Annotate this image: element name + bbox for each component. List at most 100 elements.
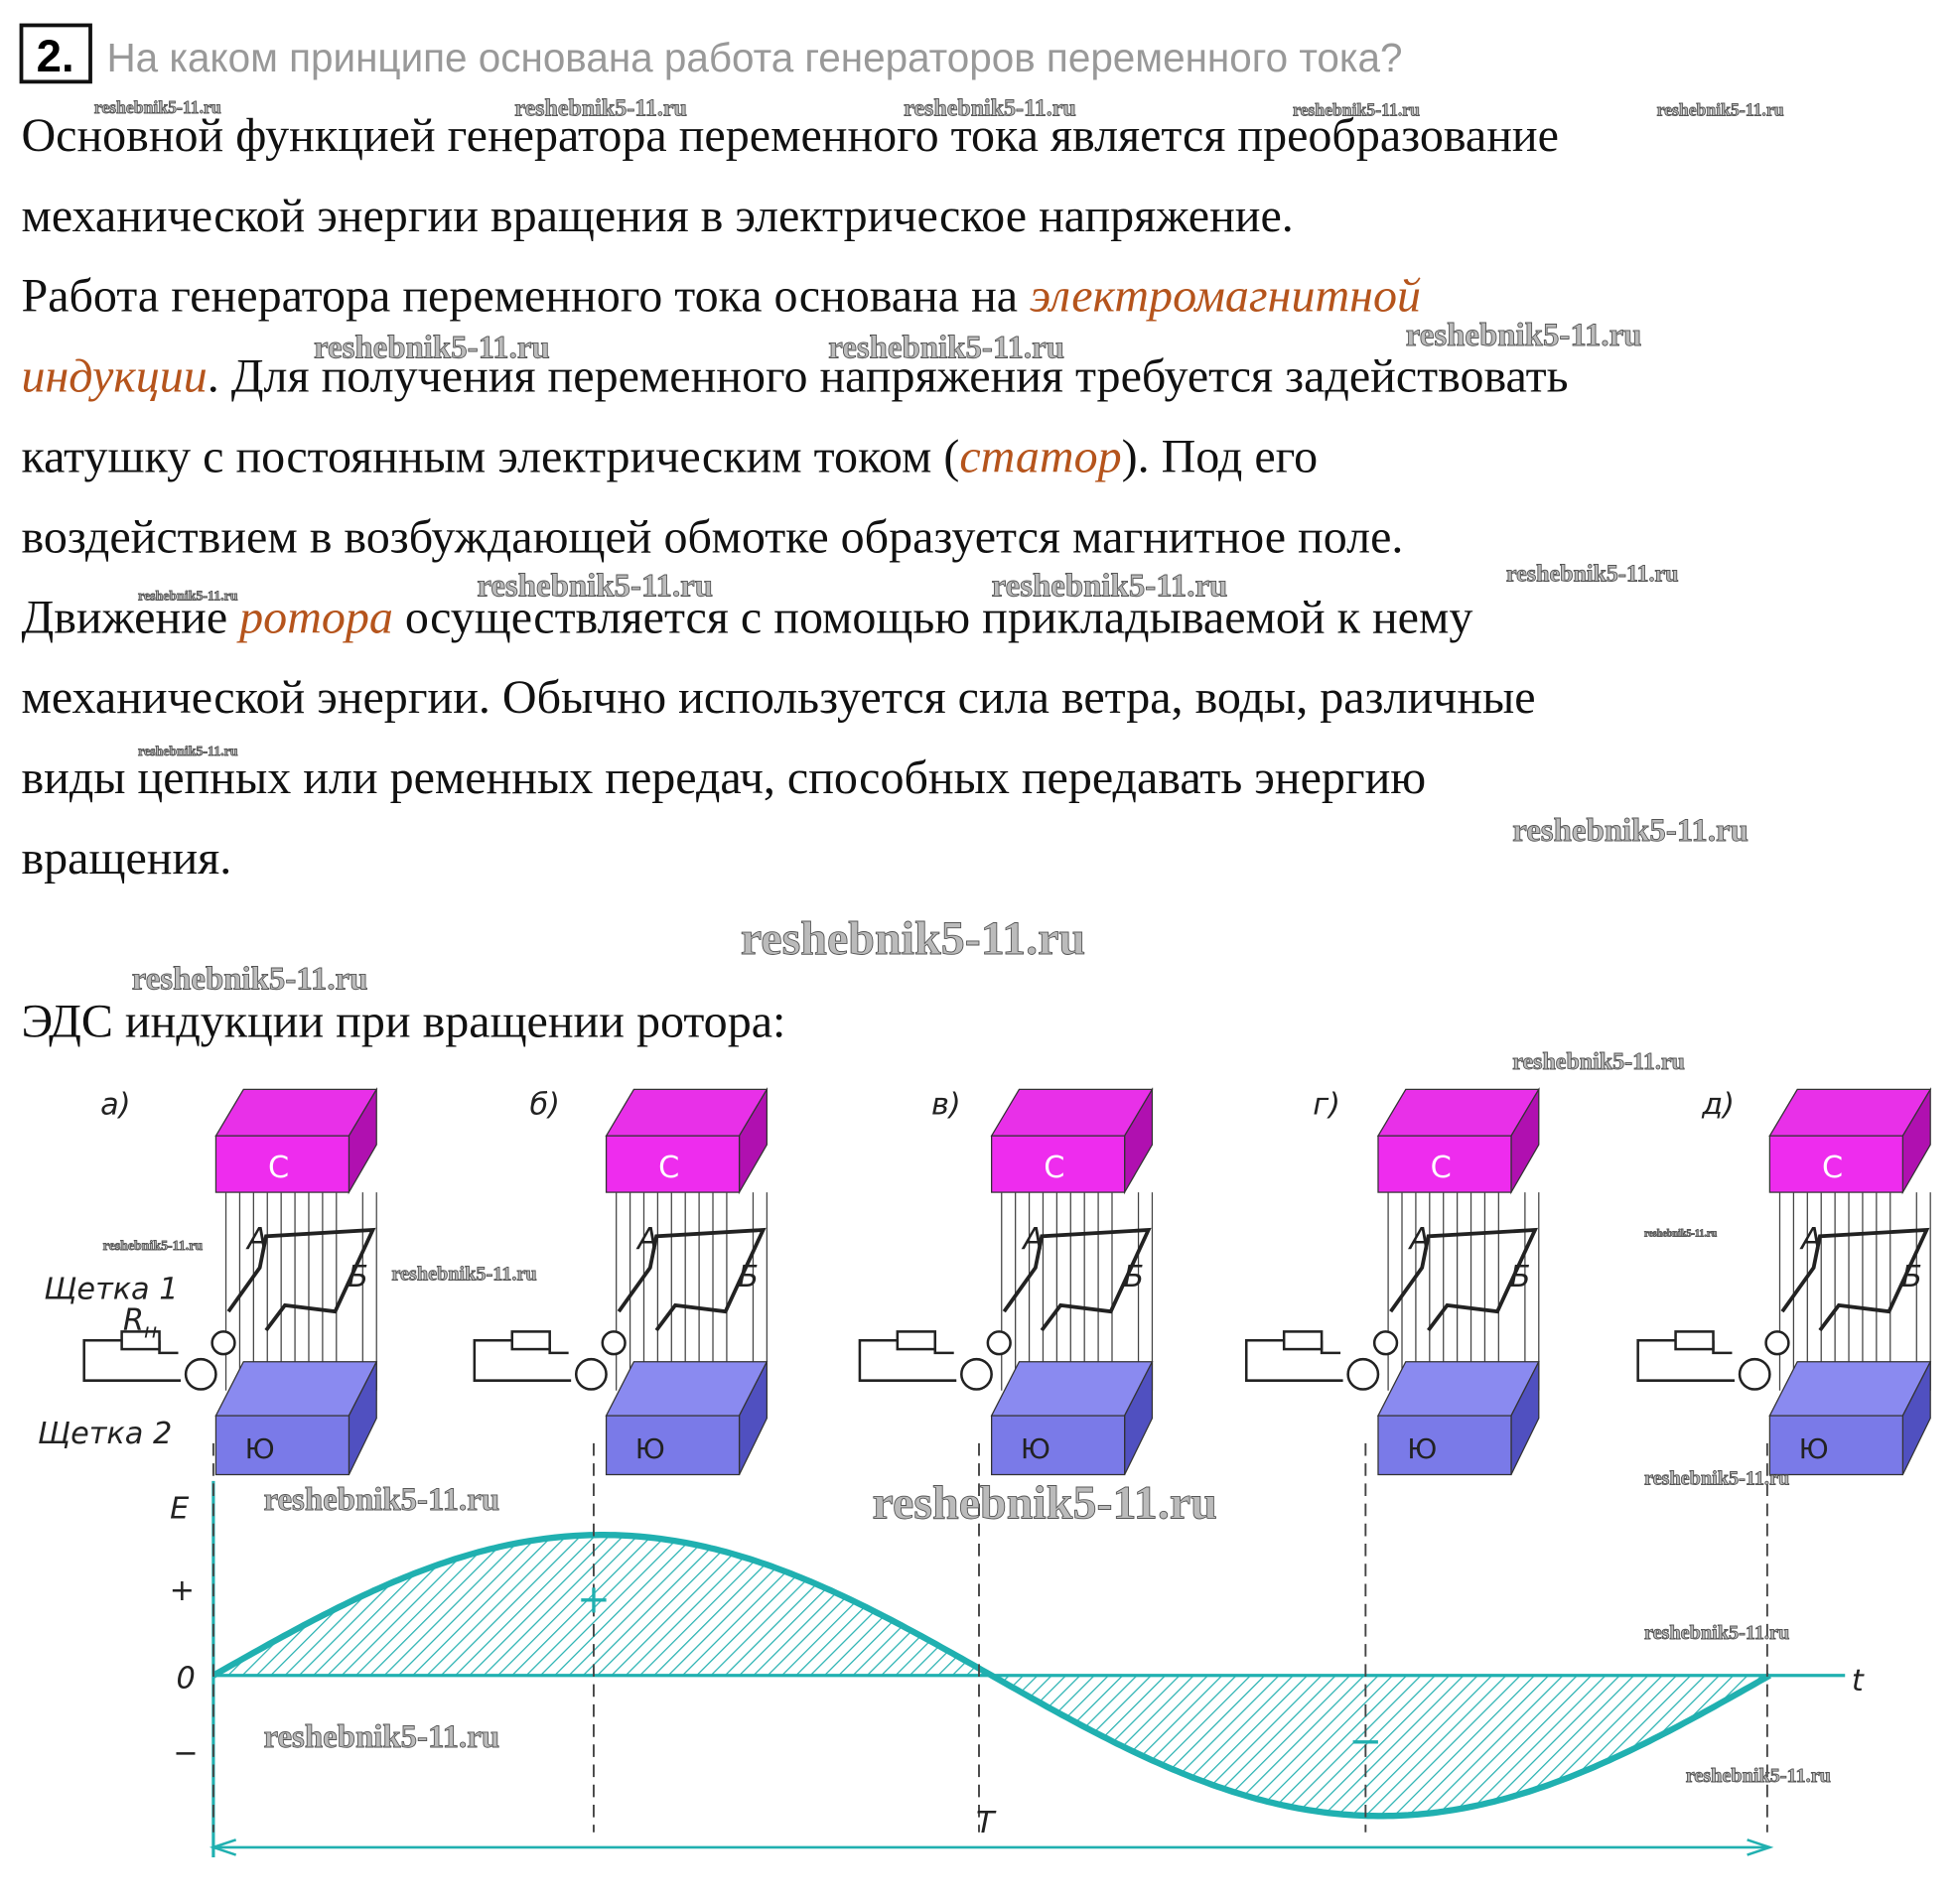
text-span: Работа генератора переменного тока основ… — [21, 270, 1030, 323]
text-span: Основной функцией генератора переменного… — [21, 109, 1558, 162]
watermark: reshebnik5-11.ru — [103, 1239, 204, 1254]
watermark: reshebnik5-11.ru — [1644, 1228, 1717, 1239]
magnet-front — [991, 1415, 1126, 1476]
coil — [617, 1227, 767, 1332]
text-line: вращения. — [21, 832, 231, 884]
watermark: reshebnik5-11.ru — [873, 1477, 1217, 1530]
panel-label: г) — [1313, 1088, 1340, 1123]
watermark: reshebnik5-11.ru — [263, 1719, 499, 1755]
graph-label: T — [976, 1806, 997, 1840]
pole-north: С — [658, 1151, 679, 1185]
magnet-front — [214, 1135, 350, 1193]
side-a: А — [1408, 1222, 1431, 1257]
coil — [1780, 1227, 1930, 1332]
watermark: reshebnik5-11.ru — [1293, 99, 1420, 119]
pole-north: С — [1044, 1151, 1064, 1185]
emphasis: ротора — [236, 591, 393, 643]
slip-ring — [601, 1330, 627, 1356]
slip-ring — [986, 1330, 1012, 1356]
text-span: вращения. — [21, 832, 231, 884]
text-span: осуществляется с помощью прикладываемой … — [393, 591, 1472, 643]
watermark: reshebnik5-11.ru — [138, 589, 238, 604]
magnet-front — [605, 1135, 741, 1193]
magnet-front — [1377, 1415, 1512, 1476]
pole-north: С — [1822, 1151, 1843, 1185]
panel: б) С Ю А Б — [473, 1087, 769, 1476]
watermarks: reshebnik5-11.ru reshebnik5-11.ru reshebni… — [93, 95, 1831, 1788]
panel: д) С Ю А Б — [1636, 1087, 1932, 1476]
magnet-front — [991, 1135, 1126, 1193]
resistor — [510, 1330, 551, 1351]
text-line: Работа генератора переменного тока основ… — [21, 270, 1421, 323]
slip-ring — [210, 1330, 236, 1356]
number-box — [19, 23, 92, 84]
text-span: ). Под его — [1122, 430, 1319, 482]
text-line: Основной функцией генератора переменного… — [21, 109, 1558, 162]
watermark: reshebnik5-11.ru — [1406, 318, 1642, 353]
slip-ring — [1346, 1357, 1380, 1391]
answer: Основной функцией генератора переменного… — [21, 109, 1568, 884]
slip-ring — [1738, 1357, 1771, 1391]
panel: а) С Ю А Б — [82, 1087, 378, 1476]
question-number: 2. — [37, 31, 74, 81]
side-a: А — [635, 1222, 658, 1257]
watermark: reshebnik5-11.ru — [514, 95, 687, 121]
text-line: виды цепных или ременных передач, способ… — [21, 751, 1426, 804]
text-span: Движение — [21, 591, 239, 643]
text-span: катушку с постоянным электрическим током… — [21, 430, 959, 482]
magnet-front — [1768, 1135, 1904, 1193]
emphasis: статор — [959, 430, 1121, 482]
slip-ring — [184, 1357, 217, 1391]
side-a: А — [1021, 1222, 1044, 1257]
resistor — [1282, 1330, 1324, 1351]
side-b: Б — [1123, 1260, 1144, 1294]
panel: г) С Ю А Б — [1244, 1087, 1540, 1476]
watermark: reshebnik5-11.ru — [132, 961, 368, 997]
watermark: reshebnik5-11.ru — [904, 95, 1076, 121]
pole-south: Ю — [1799, 1432, 1829, 1465]
watermark: reshebnik5-11.ru — [1512, 1049, 1685, 1075]
pole-south: Ю — [1021, 1432, 1050, 1465]
load-subscript: н — [144, 1319, 157, 1343]
coil — [1389, 1227, 1539, 1332]
slip-ring — [1372, 1330, 1399, 1356]
pole-south: Ю — [635, 1432, 665, 1465]
text-line: механической энергии. Обычно используетс… — [21, 671, 1535, 724]
slip-ring — [1764, 1330, 1790, 1356]
side-b: Б — [738, 1260, 759, 1294]
graph-label: + — [577, 1575, 611, 1623]
panel-label: в) — [931, 1088, 961, 1123]
watermark: reshebnik5-11.ru — [94, 97, 221, 117]
text-line: индукции. Для получения переменного напр… — [21, 350, 1568, 403]
brush-label: Щетка 1 — [44, 1273, 178, 1307]
graph-label: + — [170, 1573, 195, 1608]
text-line: катушку с постоянным электрическим током… — [21, 430, 1318, 482]
slip-ring — [574, 1357, 608, 1391]
text-line: механической энергии вращения в электрич… — [21, 190, 1293, 242]
question: На каком принципе основана работа генера… — [106, 35, 1402, 80]
text-span: механической энергии вращения в электрич… — [21, 190, 1293, 242]
watermark: reshebnik5-11.ru — [1506, 561, 1679, 587]
pole-north: С — [268, 1151, 289, 1185]
watermark: reshebnik5-11.ru — [1686, 1765, 1831, 1787]
arrow-head — [209, 1838, 1774, 1856]
pole-south: Ю — [245, 1432, 275, 1465]
graph-label: 0 — [176, 1661, 195, 1696]
watermark: reshebnik5-11.ru — [263, 1482, 499, 1518]
text-span: механической энергии. Обычно используетс… — [21, 671, 1535, 724]
coil — [1002, 1227, 1152, 1332]
side-a: А — [245, 1222, 268, 1257]
text-span: . Для получения переменного напряжения т… — [208, 350, 1569, 403]
side-b: Б — [1901, 1260, 1922, 1294]
watermark: reshebnik5-11.ru — [1512, 813, 1748, 849]
graph-label: E — [170, 1492, 190, 1527]
resistor — [896, 1330, 937, 1351]
positive-area — [212, 1535, 992, 1676]
watermark: reshebnik5-11.ru — [828, 330, 1064, 365]
figure: а) С Ю А Бб) С Ю А Бв) С Ю А Бг) С Ю А Бд) С Ю А Б Щетка 1 Щет… — [38, 1087, 1932, 1858]
panel-label: д) — [1701, 1088, 1735, 1123]
magnet-front — [1377, 1135, 1512, 1193]
brush-label: Щетка 2 — [38, 1417, 172, 1451]
magnet-front — [605, 1415, 741, 1476]
